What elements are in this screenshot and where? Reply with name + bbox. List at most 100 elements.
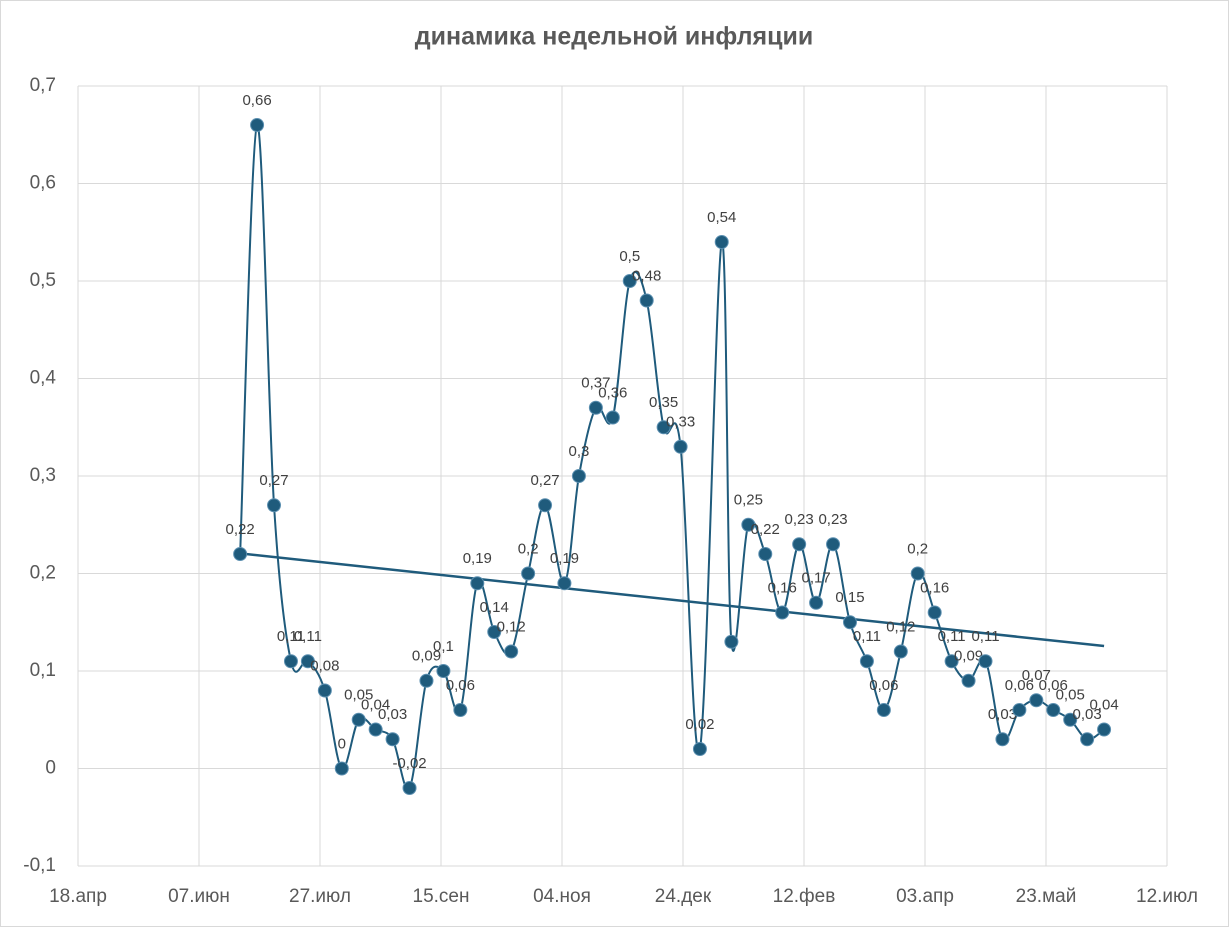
data-point [487,625,502,639]
y-tick-label: -0,1 [23,855,56,876]
data-label: 0,15 [835,589,864,606]
data-label: 0,12 [497,618,526,635]
x-tick-label: 03.апр [896,886,954,907]
data-label: 0 [338,735,346,752]
data-point [521,566,536,581]
data-point [724,634,739,649]
data-point [842,615,857,630]
data-label: 0,03 [988,706,1017,723]
data-point [910,566,925,581]
data-point [605,410,620,425]
data-point [1046,703,1061,717]
y-tick-label: 0,7 [30,75,56,96]
x-tick-label: 27.июл [289,886,351,907]
data-point [1097,722,1112,737]
data-point [571,469,586,483]
data-point [588,400,603,415]
data-label: 0,17 [801,570,830,587]
data-point [792,537,807,552]
data-point [826,537,841,552]
data-point [1063,712,1078,727]
data-point [961,673,976,688]
data-point [385,732,400,747]
y-tick-label: 0,2 [30,563,56,584]
x-tick-label: 07.июн [168,886,230,907]
x-tick-label: 12.фев [773,886,836,907]
data-label: 0,25 [734,492,763,509]
x-tick-label: 04.ноя [533,886,591,907]
data-label: 0,16 [920,579,949,596]
data-point [639,293,654,308]
y-tick-label: 0 [45,758,56,779]
data-label: 0,66 [242,92,271,109]
data-point [538,498,553,513]
data-point [283,654,298,669]
data-label: 0,12 [886,618,915,635]
data-point [436,664,451,678]
data-label: 0,19 [463,550,492,567]
data-label: 0,14 [480,599,509,616]
data-point [978,654,993,669]
y-tick-label: 0,6 [30,173,56,194]
data-point [692,742,707,756]
data-label: 0,06 [869,677,898,694]
data-label: 0,04 [361,696,390,713]
data-point [317,683,332,698]
data-label: 0,11 [938,628,966,645]
y-tick-label: 0,5 [30,270,56,291]
data-label: 0,2 [518,540,539,557]
data-point [233,547,248,561]
data-point [453,703,468,717]
data-point [995,732,1010,747]
data-label: 0,07 [1022,667,1051,684]
data-point [809,595,824,610]
data-point [859,654,874,669]
data-label: 0,11 [277,628,305,645]
data-label: 0,11 [853,628,881,645]
trendline [240,552,1105,648]
data-label: 0,35 [649,394,678,411]
data-label: -0,02 [392,755,426,772]
data-point [1080,732,1095,747]
x-tick-label: 15.сен [413,886,470,907]
data-point [622,274,637,288]
data-point [1012,703,1027,717]
data-point [758,547,773,561]
data-label: 0,09 [412,648,441,665]
data-label: 0,1 [433,638,454,655]
data-label: 0,11 [294,628,322,645]
data-label: 0,23 [785,511,814,528]
data-point [557,576,572,591]
data-label: 0,27 [259,472,288,489]
data-point [876,703,891,717]
data-label: 0,33 [666,414,695,431]
data-label: 0,05 [344,687,373,704]
data-label: 0,36 [598,384,627,401]
data-label: 0,2 [907,540,928,557]
data-point [300,654,315,669]
data-label: 0,06 [1005,677,1034,694]
data-point [893,644,908,659]
data-point [775,605,790,620]
data-label: 0,22 [226,521,255,538]
data-label: 0,04 [1089,696,1118,713]
data-label: 0,22 [751,521,780,538]
data-point [504,644,519,659]
data-point [656,420,671,435]
data-label: 0,48 [632,267,661,284]
chart-title: динамика недельной инфляции [415,23,813,51]
y-tick-label: 0,1 [30,660,56,681]
data-point [673,439,688,454]
data-label: 0,02 [685,716,714,733]
data-label: 0,54 [707,209,736,226]
data-label: 0,09 [954,648,983,665]
data-point [714,235,729,249]
x-tick-label: 18.апр [49,886,107,907]
data-label: 0,03 [1073,706,1102,723]
data-label: 0,3 [569,443,590,460]
data-label: 0,23 [818,511,847,528]
data-label: 0,06 [1039,677,1068,694]
data-point [470,576,485,591]
data-label: 0,05 [1056,687,1085,704]
data-point [368,722,383,737]
